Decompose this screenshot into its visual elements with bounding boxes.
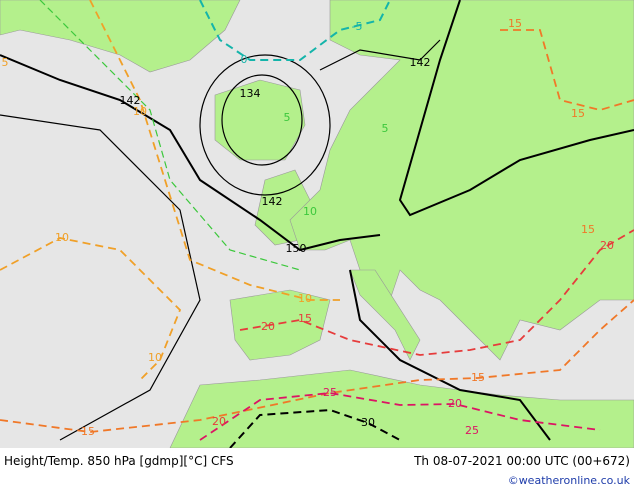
contour-label: 30 <box>361 416 375 429</box>
contour-label: 15 <box>471 371 485 384</box>
contour-label: 10 <box>55 231 69 244</box>
contour-label: 15 <box>508 17 522 30</box>
contour-label: 10 <box>133 105 147 118</box>
contour-label: 150 <box>286 242 307 255</box>
contour-label: 20 <box>600 239 614 252</box>
contour-label: 20 <box>212 415 226 428</box>
contour-label: 25 <box>323 386 337 399</box>
contour-label: 20 <box>261 320 275 333</box>
contour-label: 20 <box>448 397 462 410</box>
contour-label: 142 <box>262 195 283 208</box>
contour-label: 134 <box>240 87 261 100</box>
contour-label: 5 <box>382 122 389 135</box>
contour-label: 15 <box>81 425 95 438</box>
contour-label: 25 <box>465 424 479 437</box>
contour-label: 10 <box>303 205 317 218</box>
contour-label: 0 <box>241 53 248 66</box>
contour-label: 5 <box>2 56 9 69</box>
contour-label: 10 <box>148 351 162 364</box>
contour-label: 15 <box>571 107 585 120</box>
contour-label: 15 <box>581 223 595 236</box>
contour-label: 142 <box>120 94 141 107</box>
land <box>0 0 634 449</box>
footer-date: Th 08-07-2021 00:00 UTC (00+672) <box>414 454 630 468</box>
contour-label: 10 <box>298 292 312 305</box>
contour-label: 142 <box>410 56 431 69</box>
footer-credit: ©weatheronline.co.uk <box>507 474 630 487</box>
contours <box>0 0 634 449</box>
map: 1421341421421501010101015151515152020202… <box>0 0 634 449</box>
contour-label: 15 <box>298 312 312 325</box>
contour-label: 5 <box>284 111 291 124</box>
footer-title: Height/Temp. 850 hPa [gdmp][°C] CFS <box>4 454 234 468</box>
contour-label: -5 <box>352 20 363 33</box>
